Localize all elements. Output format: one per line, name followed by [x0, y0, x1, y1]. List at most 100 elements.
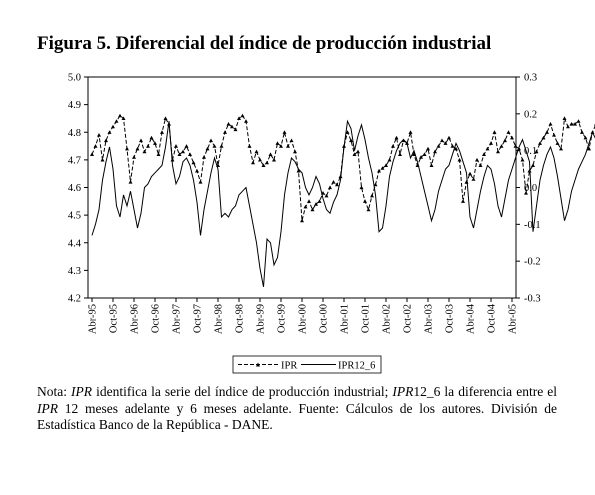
series-marker-IPR	[100, 157, 105, 162]
series-marker-IPR	[93, 144, 98, 148]
series-marker-IPR	[303, 204, 308, 209]
series-marker-IPR	[198, 180, 203, 184]
series-marker-IPR	[461, 199, 465, 203]
left-axis-tick-label: 4.7	[68, 155, 81, 166]
series-marker-IPR	[272, 157, 276, 162]
note-prefix: Nota:	[37, 384, 72, 399]
series-marker-IPR	[174, 144, 178, 148]
series-marker-IPR	[475, 157, 479, 162]
note-text-1: identifica la serie del índice de produc…	[92, 384, 393, 399]
series-marker-IPR	[289, 138, 294, 143]
series-marker-IPR	[545, 130, 549, 134]
series-marker-IPR	[153, 141, 157, 145]
plot-frame	[87, 76, 517, 299]
series-marker-IPR	[300, 218, 304, 223]
series-marker-IPR	[436, 144, 441, 148]
series-marker-IPR	[457, 157, 462, 162]
series-marker-IPR	[310, 207, 315, 212]
series-marker-IPR	[538, 141, 542, 145]
x-axis-tick-label: Oct-02	[403, 304, 414, 333]
series-marker-IPR	[422, 152, 427, 156]
left-axis: 4.2 4.3 4.4 4.5 4.6 4.7 4.8 4.9 5.0	[68, 73, 88, 305]
series-marker-IPR	[548, 122, 553, 126]
x-axis-tick-label: Abr-95	[88, 304, 99, 334]
series-marker-IPR	[478, 163, 483, 167]
series-marker-IPR	[324, 193, 329, 198]
left-axis-tick-label: 4.8	[68, 128, 81, 139]
series-marker-IPR	[352, 152, 357, 156]
series-marker-IPR	[583, 135, 588, 140]
series-marker-IPR	[370, 193, 374, 198]
series-marker-IPR	[576, 119, 581, 123]
series-marker-IPR	[111, 124, 115, 129]
series-marker-IPR	[468, 171, 472, 176]
x-axis-tick-label: Abr-04	[466, 303, 477, 334]
series-marker-IPR	[209, 138, 213, 143]
series-marker-IPR	[188, 152, 192, 156]
series-marker-IPR	[394, 135, 399, 140]
series-marker-IPR	[398, 152, 402, 156]
series-marker-IPR	[380, 166, 385, 170]
x-axis-tick-label: Oct-98	[235, 304, 246, 333]
series-marker-IPR	[219, 144, 224, 148]
series-marker-IPR	[90, 152, 94, 156]
series-marker-IPR	[146, 144, 150, 148]
series-marker-IPR	[408, 130, 413, 134]
series-marker-IPR	[121, 116, 126, 120]
x-axis-tick-label: Abr-96	[130, 304, 141, 334]
series-marker-IPR	[331, 180, 336, 184]
series-marker-IPR	[534, 149, 539, 154]
series-marker-IPR	[226, 122, 231, 126]
x-axis-tick-label: Oct-01	[361, 304, 372, 333]
left-axis-tick-label: 4.4	[68, 238, 82, 249]
left-axis-tick-label: 4.9	[68, 100, 81, 111]
series-marker-IPR	[244, 119, 248, 123]
series-marker-IPR	[160, 130, 164, 134]
left-axis-tick-label: 4.3	[68, 266, 81, 277]
series-marker-IPR	[314, 202, 318, 206]
series-marker-IPR	[202, 155, 206, 159]
left-axis-tick-label: 4.5	[68, 211, 81, 222]
series-marker-IPR	[492, 130, 497, 134]
x-axis-tick-label: Abr-00	[298, 304, 309, 334]
figure-note: Nota: IPR identifica la serie del índice…	[37, 384, 557, 434]
series-marker-IPR	[240, 113, 245, 118]
x-axis: Abr-95 Oct-95 Abr-96 Oct-96 Abr-97 Oct-97 Abr-…	[88, 298, 519, 334]
series-marker-IPR	[587, 146, 591, 151]
series-marker-IPR	[275, 141, 280, 145]
series-marker-IPR	[356, 149, 360, 154]
series-marker-IPR	[282, 130, 287, 134]
series-marker-IPR	[419, 155, 423, 159]
series-marker-IPR	[307, 199, 311, 203]
series-marker-IPR	[149, 135, 154, 140]
series-marker-IPR	[128, 180, 133, 184]
series-line-IPR12_6	[91, 119, 595, 287]
right-axis-tick-label: 0.2	[524, 109, 537, 120]
series-marker-IPR	[317, 199, 322, 203]
series-marker-IPR	[555, 141, 560, 145]
series-marker-IPR	[135, 146, 140, 151]
legend-label: IPR	[281, 361, 297, 372]
series-marker-IPR	[349, 138, 353, 143]
note-text-2: 12_6 la diferencia entre el	[413, 384, 557, 399]
series-marker-IPR	[363, 199, 367, 203]
series-marker-IPR	[503, 138, 507, 143]
series-marker-IPR	[377, 168, 381, 173]
series-marker-IPR	[205, 146, 210, 151]
plot-area	[90, 113, 595, 287]
series-marker-IPR	[335, 182, 339, 187]
series-marker-IPR	[559, 146, 563, 151]
series-marker-IPR	[118, 113, 122, 118]
series-marker-IPR	[366, 207, 371, 212]
series-marker-IPR	[541, 135, 546, 140]
series-marker-IPR	[195, 168, 199, 173]
series-marker-IPR	[142, 149, 147, 154]
right-axis-tick-label: -0.3	[524, 294, 541, 305]
series-marker-IPR	[212, 144, 217, 148]
series-marker-IPR	[562, 116, 567, 120]
note-ipr12: IPR	[392, 384, 414, 399]
series-marker-IPR	[345, 130, 350, 134]
left-axis-tick-label: 4.2	[68, 294, 81, 305]
series-marker-IPR	[506, 130, 511, 134]
series-marker-IPR	[223, 130, 227, 134]
